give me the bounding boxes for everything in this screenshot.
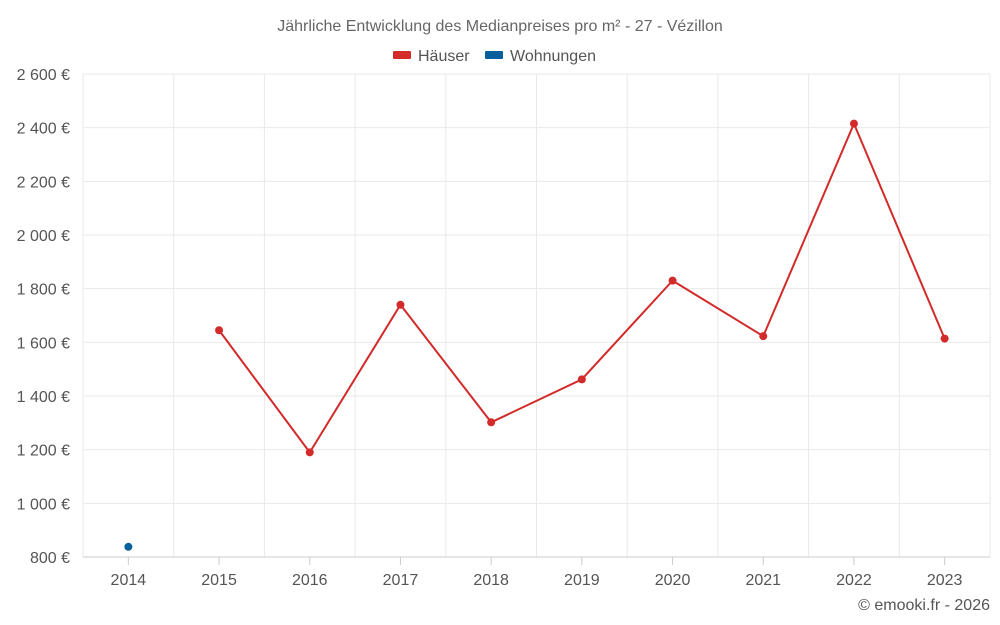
chart-credit: © emooki.fr - 2026 xyxy=(858,597,990,614)
legend: Häuser Wohnungen xyxy=(393,48,596,65)
y-tick-label: 1 200 € xyxy=(17,443,70,460)
data-point-haeuser[interactable] xyxy=(849,119,858,128)
series-wohnungen xyxy=(124,542,133,551)
data-point-haeuser[interactable] xyxy=(759,332,768,341)
x-tick-label: 2018 xyxy=(473,572,509,589)
legend-item-haeuser[interactable]: Häuser xyxy=(393,48,470,65)
x-tick-label: 2020 xyxy=(655,572,691,589)
data-point-haeuser[interactable] xyxy=(487,418,496,427)
y-axis-ticks: 800 € 1 000 € 1 200 € 1 400 € 1 600 € 1 800 €… xyxy=(17,67,70,567)
legend-item-wohnungen[interactable]: Wohnungen xyxy=(485,48,596,65)
x-axis-ticks: 2014 2015 2016 2017 2018 2019 2020 2021 2022 2023 xyxy=(111,557,963,589)
data-point-wohnungen[interactable] xyxy=(124,542,133,551)
x-tick-label: 2015 xyxy=(201,572,237,589)
y-tick-label: 2 600 € xyxy=(17,67,70,84)
y-tick-label: 2 000 € xyxy=(17,228,70,245)
y-tick-label: 1 600 € xyxy=(17,335,70,352)
legend-label-wohnungen: Wohnungen xyxy=(510,48,596,65)
y-tick-label: 1 000 € xyxy=(17,496,70,513)
grid xyxy=(82,73,991,558)
y-tick-label: 2 400 € xyxy=(17,121,70,138)
x-tick-label: 2021 xyxy=(745,572,781,589)
x-tick-label: 2022 xyxy=(836,572,872,589)
legend-swatch-haeuser xyxy=(393,51,411,59)
chart-title: Jährliche Entwicklung des Medianpreises … xyxy=(277,18,723,35)
data-point-haeuser[interactable] xyxy=(940,334,949,343)
y-tick-label: 800 € xyxy=(30,550,70,567)
series-layer xyxy=(124,119,949,551)
x-tick-label: 2023 xyxy=(927,572,963,589)
y-tick-label: 1 400 € xyxy=(17,389,70,406)
data-point-haeuser[interactable] xyxy=(577,375,586,384)
x-tick-label: 2016 xyxy=(292,572,328,589)
legend-label-haeuser: Häuser xyxy=(418,48,470,65)
x-tick-label: 2019 xyxy=(564,572,600,589)
series-haeuser xyxy=(215,119,949,457)
x-tick-label: 2014 xyxy=(111,572,147,589)
series-line-haeuser xyxy=(218,122,946,454)
data-point-haeuser[interactable] xyxy=(305,448,314,457)
y-tick-label: 1 800 € xyxy=(17,282,70,299)
data-point-haeuser[interactable] xyxy=(396,300,405,309)
y-tick-label: 2 200 € xyxy=(17,174,70,191)
data-point-haeuser[interactable] xyxy=(668,276,677,285)
x-tick-label: 2017 xyxy=(383,572,419,589)
data-point-haeuser[interactable] xyxy=(215,326,224,335)
legend-swatch-wohnungen xyxy=(485,51,503,59)
